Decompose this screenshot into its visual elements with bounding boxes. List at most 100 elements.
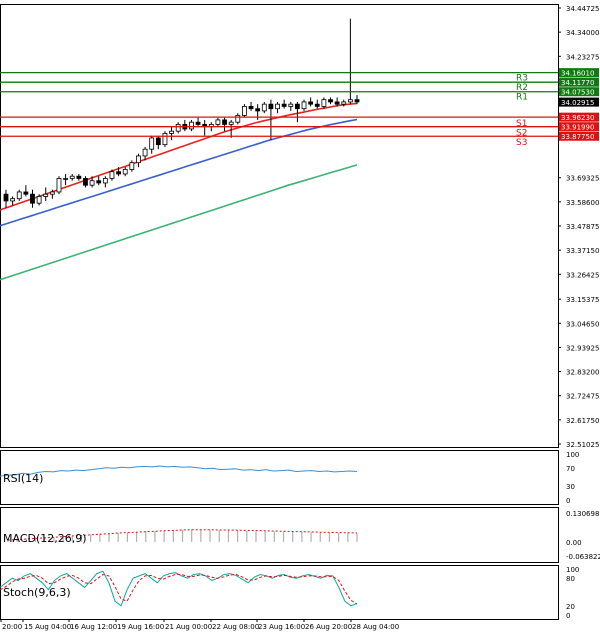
price-tick-label: 32.93925 <box>566 344 599 352</box>
level-label-s2: S2 <box>516 129 527 139</box>
candle-body <box>248 106 254 110</box>
candle-body <box>228 121 234 125</box>
price-tick-label: 32.72475 <box>566 393 599 401</box>
time-label: 20:00 <box>2 623 22 631</box>
candle-body <box>109 171 115 179</box>
candle-body <box>69 175 75 179</box>
candle-body <box>175 124 181 132</box>
candle-body <box>235 115 241 123</box>
candle-body <box>23 191 29 195</box>
candle-body <box>149 137 155 150</box>
candle-body <box>301 101 307 110</box>
rsi-tick-label: 70 <box>566 465 575 473</box>
candle-body <box>16 191 22 200</box>
time-label: 26 Aug 20:00 <box>305 623 352 631</box>
time-label: 28 Aug 04:00 <box>352 623 399 631</box>
candle-body <box>162 133 168 146</box>
candle-body <box>142 148 148 157</box>
candle-body <box>129 162 135 170</box>
candle-body <box>268 103 274 110</box>
level-price-text: 34.11770 <box>561 79 594 87</box>
price-tick-label: 32.61750 <box>566 417 599 425</box>
level-label-r1: R1 <box>516 93 528 103</box>
candle-body <box>308 101 314 105</box>
level-price-box <box>559 112 599 122</box>
candle-body <box>102 178 108 184</box>
rsi-tick-label: 30 <box>566 483 575 491</box>
time-label: 15 Aug 04:00 <box>24 623 71 631</box>
price-tick-label: 34.44725 <box>566 5 599 13</box>
candle-body <box>136 155 141 164</box>
candle-body <box>76 175 82 179</box>
price-tick-label: 34.34000 <box>566 29 599 37</box>
candle-body <box>56 178 62 193</box>
candle-body <box>281 103 287 107</box>
candle-body <box>215 119 221 125</box>
macd-tick-label: 0.130698 <box>566 510 599 518</box>
price-tick-label: 32.51025 <box>566 441 599 449</box>
candle-body <box>341 101 347 105</box>
rsi-tick-label: 0 <box>566 497 570 505</box>
stoch-signal-line <box>0 573 358 605</box>
candle-body <box>43 193 49 197</box>
candle-body <box>334 101 340 105</box>
ma-mid-line <box>0 118 358 227</box>
candle-body <box>314 103 320 107</box>
level-price-text: 33.87750 <box>561 133 594 141</box>
rsi-tick-label: 100 <box>566 451 579 459</box>
candle-body <box>189 121 194 130</box>
candle-body <box>83 178 88 186</box>
candle-body <box>347 99 353 103</box>
price-tick-label: 34.23275 <box>566 53 599 61</box>
candle-body <box>275 103 280 110</box>
level-price-text: 34.07530 <box>561 89 594 97</box>
time-label: 16 Aug 12:00 <box>70 623 117 631</box>
price-tick-label: 33.37150 <box>566 247 599 255</box>
level-label-s3: S3 <box>516 138 527 148</box>
candle-body <box>321 99 327 107</box>
candle-body <box>288 103 294 107</box>
price-tick-label: 33.69325 <box>566 175 599 183</box>
level-price-box <box>559 87 599 97</box>
price-tick-label: 33.58600 <box>566 199 599 207</box>
ma-slow-line <box>0 164 358 281</box>
time-label: 22 Aug 08:00 <box>212 623 259 631</box>
price-tick-label: 33.04650 <box>566 320 599 328</box>
stoch-tick-label: 80 <box>566 575 575 583</box>
candle-body <box>195 121 201 125</box>
rsi-panel <box>0 450 559 505</box>
stoch-tick-label: 20 <box>566 603 575 611</box>
candle-body <box>30 193 35 204</box>
stoch-label: Stoch(9,6,3) <box>3 586 71 599</box>
candle-body <box>242 106 247 116</box>
stoch-tick-label: 0 <box>566 612 570 620</box>
time-label: 23 Aug 16:00 <box>258 623 305 631</box>
rsi-line <box>0 465 358 477</box>
macd-tick-label: 0.00 <box>566 539 582 547</box>
main-panel <box>0 4 559 448</box>
level-price-box <box>559 68 599 78</box>
price-tick-label: 33.47875 <box>566 223 599 231</box>
level-price-box <box>559 122 599 132</box>
current-price-box <box>559 97 599 107</box>
macd-tick-label: -0.063822 <box>566 553 600 561</box>
candle-body <box>63 178 69 180</box>
candle-body <box>116 171 121 175</box>
time-label: 19 Aug 16:00 <box>117 623 164 631</box>
price-tick-label: 32.83200 <box>566 369 599 377</box>
candle-body <box>10 198 16 202</box>
candle-body <box>96 180 102 184</box>
level-label-r3: R3 <box>516 74 528 84</box>
current-price-text: 34.02915 <box>561 99 594 107</box>
price-tick-label: 33.15375 <box>566 296 599 304</box>
candle-body <box>122 169 128 175</box>
candle-body <box>3 193 9 202</box>
rsi-label: RSI(14) <box>3 472 43 485</box>
level-price-text: 33.96230 <box>561 114 594 122</box>
level-label-r2: R2 <box>516 83 528 93</box>
level-label-s1: S1 <box>516 119 527 129</box>
level-price-text: 33.91990 <box>561 124 594 132</box>
level-price-text: 34.16010 <box>561 69 594 77</box>
level-price-box <box>559 77 599 87</box>
